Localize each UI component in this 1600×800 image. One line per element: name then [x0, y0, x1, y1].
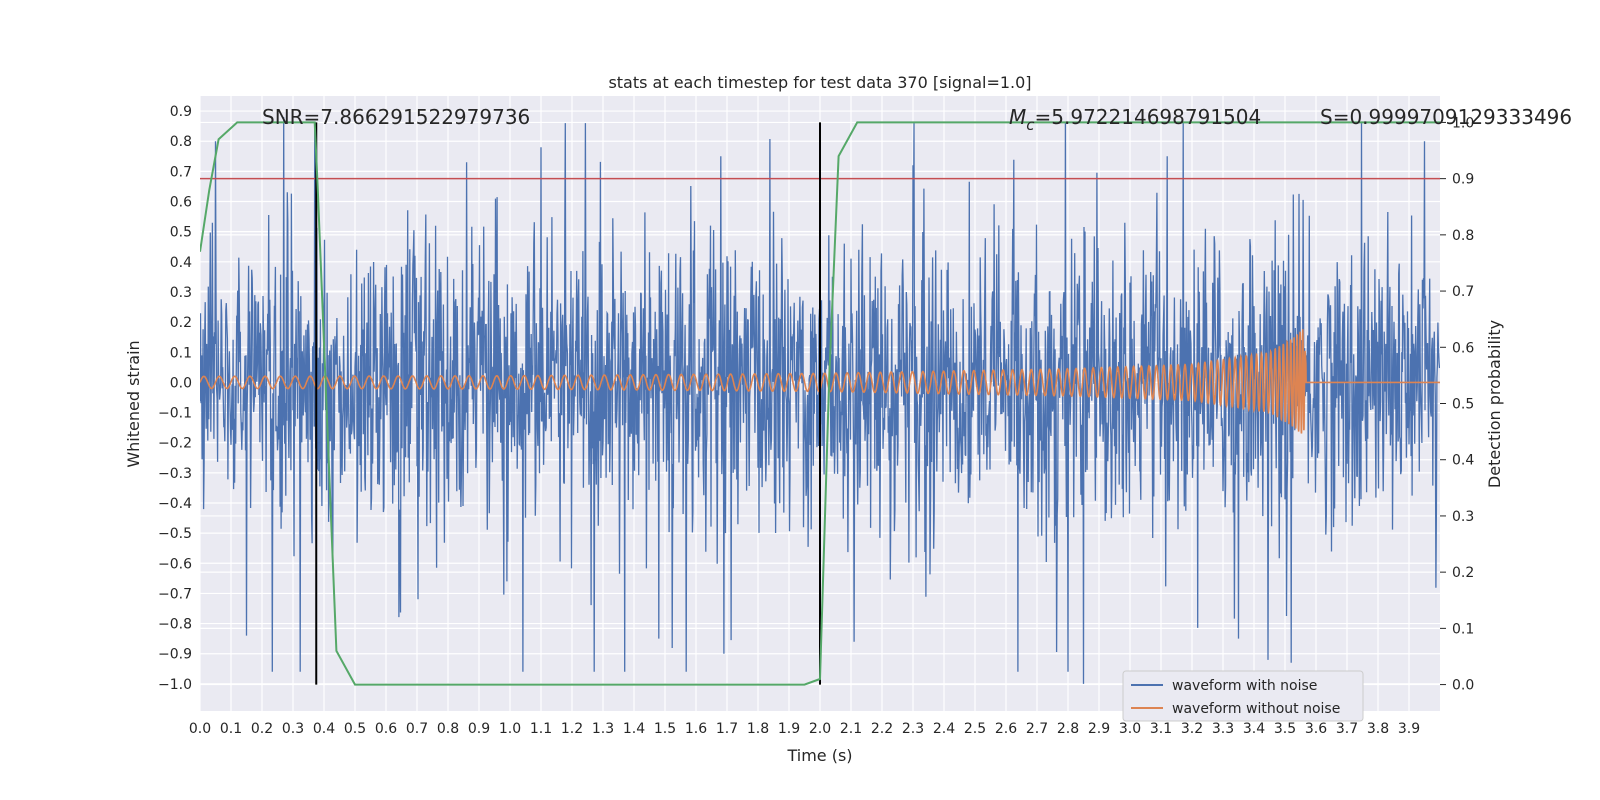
x-tick-label: 2.1 — [840, 721, 862, 737]
x-tick-label: 1.2 — [561, 721, 583, 737]
y-tick-label: −0.5 — [158, 526, 192, 542]
chart-title: stats at each timestep for test data 370… — [608, 73, 1031, 92]
legend-label-clean: waveform without noise — [1172, 701, 1340, 717]
y-tick-label: 0.3 — [170, 285, 192, 301]
y2-tick-label: 1.0 — [1452, 115, 1474, 131]
x-tick-label: 3.7 — [1336, 721, 1358, 737]
y-tick-label: −0.8 — [158, 617, 192, 633]
y2-tick-label: 0.1 — [1452, 621, 1474, 637]
mc-value: =5.972214698791504 — [1035, 105, 1262, 129]
y-tick-label: 0.1 — [170, 345, 192, 361]
y-tick-label: −1.0 — [158, 677, 192, 693]
snr-annotation: SNR=7.866291522979736 — [262, 105, 530, 129]
x-tick-label: 0.8 — [437, 721, 459, 737]
x-axis-label: Time (s) — [786, 746, 852, 765]
x-tick-label: 0.5 — [344, 721, 366, 737]
y-tick-label: −0.1 — [158, 406, 192, 422]
x-tick-label: 2.5 — [964, 721, 986, 737]
x-tick-label: 0.9 — [468, 721, 490, 737]
x-tick-label: 3.5 — [1274, 721, 1296, 737]
series-detection-probability — [200, 121, 1440, 686]
x-tick-label: 2.3 — [902, 721, 924, 737]
x-tick-label: 2.8 — [1057, 721, 1079, 737]
x-tick-label: 1.9 — [778, 721, 800, 737]
y-axis-label: Whitened strain — [124, 340, 143, 467]
mc-annotation: Mc=5.972214698791504 — [1009, 105, 1261, 134]
x-tick-label: 0.7 — [406, 721, 428, 737]
x-tick-label: 3.4 — [1243, 721, 1265, 737]
y-tick-label: 0.9 — [170, 104, 192, 120]
y2-tick-label: 0.8 — [1452, 228, 1474, 244]
x-tick-label: 2.0 — [809, 721, 831, 737]
s-annotation: S=0.9999709129333496 — [1320, 105, 1572, 129]
y2-axis-label: Detection probability — [1485, 320, 1504, 488]
y-tick-label: −0.4 — [158, 496, 192, 512]
y2-tick-label: 0.4 — [1452, 453, 1474, 469]
y2-tick-label: 0.9 — [1452, 172, 1474, 188]
x-tick-label: 2.7 — [1026, 721, 1048, 737]
x-tick-label: 3.0 — [1119, 721, 1141, 737]
y-tick-label: −0.9 — [158, 647, 192, 663]
x-tick-label: 3.1 — [1150, 721, 1172, 737]
y2-tick-label: 0.6 — [1452, 340, 1474, 356]
x-tick-label: 1.0 — [499, 721, 521, 737]
x-tick-label: 1.3 — [592, 721, 614, 737]
x-tick-label: 1.8 — [747, 721, 769, 737]
x-tick-label: 2.4 — [933, 721, 955, 737]
y2-tick-label: 0.0 — [1452, 678, 1474, 694]
x-tick-label: 2.2 — [871, 721, 893, 737]
x-tick-label: 2.6 — [995, 721, 1017, 737]
x-tick-label: 1.5 — [654, 721, 676, 737]
y-tick-label: 0.5 — [170, 225, 192, 241]
mc-symbol: M — [1009, 105, 1026, 129]
y-tick-label: −0.7 — [158, 586, 192, 602]
legend-label-noise: waveform with noise — [1172, 678, 1317, 694]
y-tick-label: 0.4 — [170, 255, 192, 271]
series-layer — [200, 117, 1440, 686]
x-tick-label: 3.6 — [1305, 721, 1327, 737]
y-tick-label: −0.3 — [158, 466, 192, 482]
x-tick-label: 1.4 — [623, 721, 645, 737]
y-tick-label: −0.2 — [158, 436, 192, 452]
y-tick-label: −0.6 — [158, 556, 192, 572]
y-tick-label: 0.0 — [170, 375, 192, 391]
y2-tick-label: 0.7 — [1452, 284, 1474, 300]
mc-subscript: c — [1026, 116, 1035, 134]
x-tick-label: 3.3 — [1212, 721, 1234, 737]
y2-tick-label: 0.2 — [1452, 565, 1474, 581]
x-tick-label: 0.6 — [375, 721, 397, 737]
x-tick-label: 3.8 — [1367, 721, 1389, 737]
y2-tick-label: 0.5 — [1452, 397, 1474, 413]
legend: waveform with noise waveform without noi… — [1122, 670, 1364, 722]
x-tick-label: 0.1 — [220, 721, 242, 737]
x-tick-label: 2.9 — [1088, 721, 1110, 737]
x-tick-label: 1.6 — [685, 721, 707, 737]
x-tick-label: 3.2 — [1181, 721, 1203, 737]
x-tick-label: 0.2 — [251, 721, 273, 737]
x-tick-label: 3.9 — [1398, 721, 1420, 737]
y-tick-label: 0.6 — [170, 195, 192, 211]
y-tick-label: 0.2 — [170, 315, 192, 331]
legend-frame — [1122, 670, 1364, 722]
x-tick-label: 0.0 — [189, 721, 211, 737]
x-tick-label: 0.4 — [313, 721, 335, 737]
ticks: 0.0 0.1 0.2 0.3 0.4 0.5 0.6 0.7 0.8 0.9 1.0 1.1 1.2 1… — [158, 104, 1474, 737]
y-tick-label: 0.7 — [170, 164, 192, 180]
x-tick-label: 0.3 — [282, 721, 304, 737]
y-tick-label: 0.8 — [170, 134, 192, 150]
y2-tick-label: 0.3 — [1452, 509, 1474, 525]
x-tick-label: 1.1 — [530, 721, 552, 737]
x-tick-label: 1.7 — [716, 721, 738, 737]
